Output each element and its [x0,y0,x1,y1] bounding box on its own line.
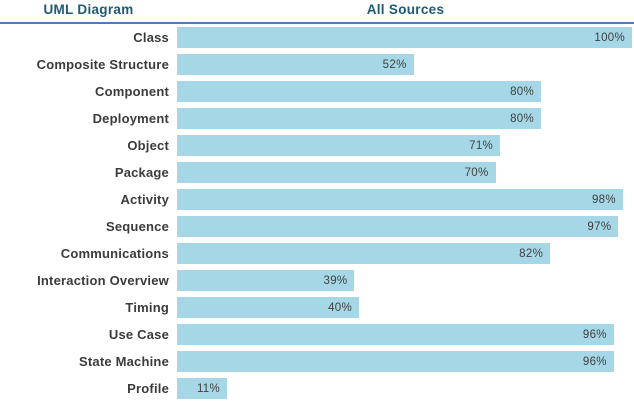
category-label: Communications [60,246,169,261]
bar-track: 70% [177,162,632,183]
column-header-uml-diagram: UML Diagram [43,2,134,17]
value-bar: 96% [177,351,614,372]
value-label: 40% [328,301,352,314]
bar-track: 71% [177,135,632,156]
value-label: 100% [594,31,625,44]
chart-row: Sequence 97% [0,213,634,240]
value-bar: 100% [177,27,632,48]
value-label: 39% [323,274,348,287]
bar-track: 11% [177,378,632,399]
value-bar: 97% [177,216,619,237]
chart-row: Composite Structure 52% [0,51,634,78]
chart-row: Interaction Overview 39% [0,267,634,294]
value-label: 98% [591,193,616,206]
category-label: Object [127,138,169,153]
value-bar: 71% [177,135,501,156]
chart-row: Communications 82% [0,240,634,267]
chart-header: UML Diagram All Sources [0,0,634,24]
chart-row: Use Case 96% [0,321,634,348]
value-bar: 11% [177,378,228,399]
value-bar: 96% [177,324,614,345]
category-label: Interaction Overview [37,273,169,288]
column-header-all-sources: All Sources [366,2,445,17]
value-label: 80% [510,85,534,98]
chart-row: Activity 98% [0,186,634,213]
value-label: 96% [582,328,607,341]
bar-track: 39% [177,270,632,291]
value-bar: 70% [177,162,496,183]
bar-track: 40% [177,297,632,318]
category-label: State Machine [78,354,169,369]
value-bar: 98% [177,189,623,210]
value-bar: 82% [177,243,551,264]
chart-row: Package 70% [0,159,634,186]
value-bar: 80% [177,108,541,129]
bar-track: 52% [177,54,632,75]
value-bar: 52% [177,54,414,75]
chart-row: Object 71% [0,132,634,159]
category-label: Timing [125,300,169,315]
category-label: Class [133,30,169,45]
value-label: 82% [519,247,544,260]
value-label: 52% [382,58,407,71]
chart-rows: Class 100% Composite Structure 52% Component… [0,24,634,404]
bar-track: 96% [177,324,632,345]
bar-track: 97% [177,216,632,237]
bar-track: 100% [177,27,632,48]
chart-row: Timing 40% [0,294,634,321]
value-bar: 80% [177,81,541,102]
bar-track: 82% [177,243,632,264]
value-bar: 40% [177,297,359,318]
value-label: 70% [464,166,489,179]
category-label: Component [94,84,169,99]
category-label: Activity [120,192,169,207]
chart-row: Class 100% [0,24,634,51]
value-label: 80% [510,112,534,125]
chart-row: Deployment 80% [0,105,634,132]
category-label: Profile [127,381,169,396]
chart-row: Component 80% [0,78,634,105]
value-label: 71% [469,139,494,152]
category-label: Sequence [105,219,169,234]
chart-row: State Machine 96% [0,348,634,375]
value-bar: 39% [177,270,355,291]
bar-track: 80% [177,81,632,102]
bar-track: 96% [177,351,632,372]
bar-track: 80% [177,108,632,129]
value-label: 97% [587,220,612,233]
category-label: Package [114,165,169,180]
category-label: Use Case [108,327,169,342]
value-label: 96% [582,355,607,368]
category-label: Deployment [92,111,169,126]
category-label: Composite Structure [36,57,169,72]
bar-track: 98% [177,189,632,210]
value-label: 11% [196,382,221,395]
chart-row: Profile 11% [0,375,634,402]
